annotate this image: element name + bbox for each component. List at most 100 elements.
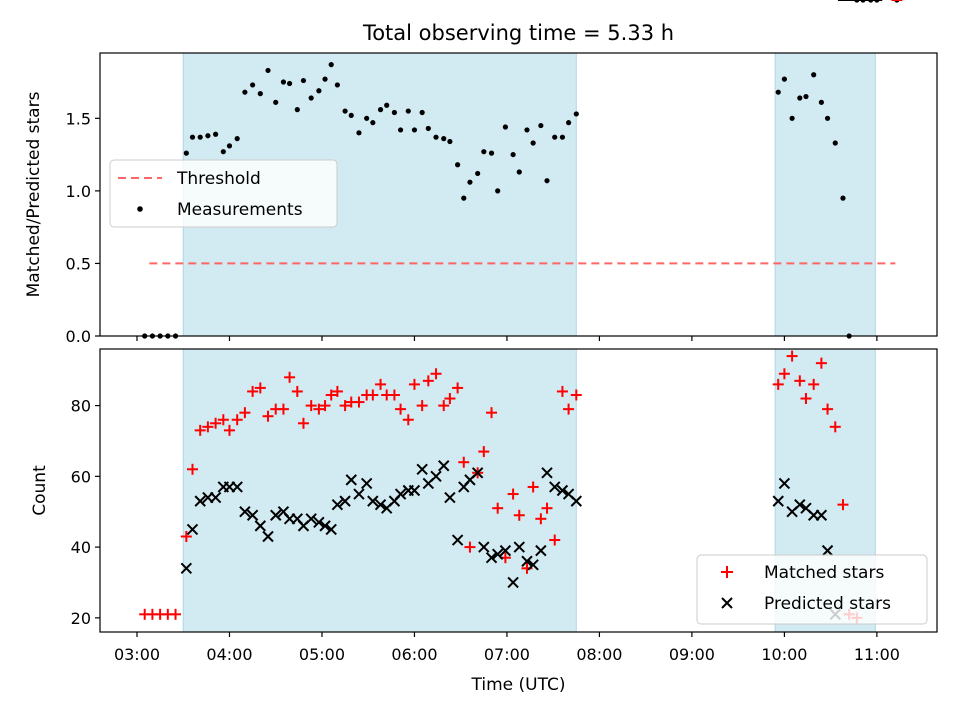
legend-predicted-swatch — [721, 597, 733, 609]
measurement-point — [205, 133, 211, 139]
matched-star-point — [247, 385, 259, 397]
matched-star-point — [837, 499, 849, 511]
measurement-point — [789, 115, 795, 121]
predicted-star-point — [527, 559, 539, 571]
matched-star-point — [319, 400, 331, 412]
matched-star-point — [194, 424, 206, 436]
measurement-point — [242, 89, 248, 95]
measurement-point — [348, 112, 354, 119]
measurement-point — [183, 150, 189, 156]
bottom-y-tick-label: 40 — [71, 538, 91, 557]
predicted-star-point — [821, 544, 834, 557]
measurement-point — [226, 143, 233, 149]
predicted-star-point — [416, 463, 428, 475]
matched-star-point — [291, 385, 303, 397]
predicted-star-point — [331, 498, 344, 511]
measurement-point — [797, 95, 803, 101]
matched-star-point — [367, 389, 379, 401]
matched-star-point — [408, 378, 420, 390]
predicted-star-point — [345, 474, 357, 486]
measurement-point — [502, 124, 508, 130]
measurement-point — [455, 162, 461, 168]
measurement-point — [316, 88, 322, 94]
measurement-point — [411, 127, 418, 133]
matched-star-point — [231, 414, 243, 426]
predicted-star-point — [541, 467, 553, 479]
predicted-star-point — [194, 495, 206, 507]
matched-star-point — [223, 424, 235, 436]
matched-star-point — [313, 403, 325, 415]
predicted-star-point — [485, 552, 498, 564]
measurement-point — [397, 127, 404, 133]
matched-star-point — [563, 403, 575, 415]
matched-star-point — [325, 389, 337, 401]
predicted-star-point — [778, 477, 791, 490]
matched-star-point — [452, 382, 464, 394]
predicted-star-point — [239, 506, 251, 518]
predicted-star-point — [491, 548, 504, 560]
matched-star-point — [339, 400, 351, 412]
measurement-point — [273, 99, 279, 105]
matched-star-point — [556, 385, 568, 397]
matched-star-point — [478, 446, 490, 458]
matched-star-point — [815, 357, 827, 369]
predicted-stars-points — [180, 0, 882, 621]
matched-star-point — [444, 393, 456, 405]
predicted-star-point — [521, 555, 533, 567]
x-tick-label: 05:00 — [299, 645, 345, 664]
matched-star-point — [395, 403, 407, 415]
predicted-star-point — [374, 498, 387, 511]
predicted-star-point — [471, 467, 484, 479]
chart-title: Total observing time = 5.33 h — [362, 21, 674, 45]
measurement-point — [475, 170, 481, 177]
measurement-point — [197, 134, 203, 140]
matched-star-point — [388, 389, 400, 401]
predicted-star-point — [794, 498, 806, 511]
measurement-point — [840, 195, 846, 201]
predicted-star-point — [246, 509, 259, 521]
measurement-point — [467, 179, 473, 185]
matched-star-point — [353, 396, 365, 408]
matched-star-point — [186, 463, 198, 475]
matched-star-point — [305, 400, 317, 412]
matched-star-point — [297, 417, 309, 429]
measurement-point — [280, 79, 287, 85]
legend-threshold-label: Threshold — [176, 169, 261, 189]
x-tick-label: 06:00 — [391, 645, 437, 664]
shaded-interval — [774, 52, 876, 337]
predicted-star-point — [408, 484, 421, 497]
measurement-point — [524, 127, 530, 133]
measurement-point — [257, 91, 263, 97]
top-y-axis-label: Matched/Predicted stars — [24, 91, 44, 297]
measurement-point — [495, 188, 501, 194]
matched-star-point — [402, 414, 414, 426]
matched-star-point — [822, 403, 834, 415]
measurement-point — [265, 67, 271, 74]
top-legend-box — [109, 159, 338, 228]
bottom-y-tick-label: 80 — [71, 397, 91, 416]
measurement-point — [425, 125, 431, 132]
predicted-star-point — [367, 495, 379, 507]
bottom-legend: Matched stars Predicted stars — [696, 554, 928, 625]
matched-star-point — [438, 400, 450, 412]
matched-star-point — [254, 382, 266, 394]
measurement-point — [234, 136, 240, 142]
matched-star-point — [375, 378, 387, 390]
matched-star-point — [486, 407, 498, 419]
measurement-point — [308, 95, 314, 101]
measurement-point — [544, 178, 550, 184]
measurement-point — [322, 76, 328, 82]
predicted-star-point — [438, 460, 450, 472]
measurement-point — [775, 89, 781, 95]
measurement-point — [461, 195, 467, 201]
measurement-point — [559, 134, 566, 140]
predicted-star-point — [270, 509, 282, 521]
predicted-star-point — [513, 541, 525, 553]
legend-matched-swatch — [721, 566, 733, 578]
top-y-tick-label: 0.5 — [66, 254, 91, 273]
predicted-star-point — [305, 513, 317, 525]
predicted-star-point — [772, 495, 784, 507]
measurement-point — [818, 99, 824, 105]
measurement-point — [294, 107, 300, 113]
